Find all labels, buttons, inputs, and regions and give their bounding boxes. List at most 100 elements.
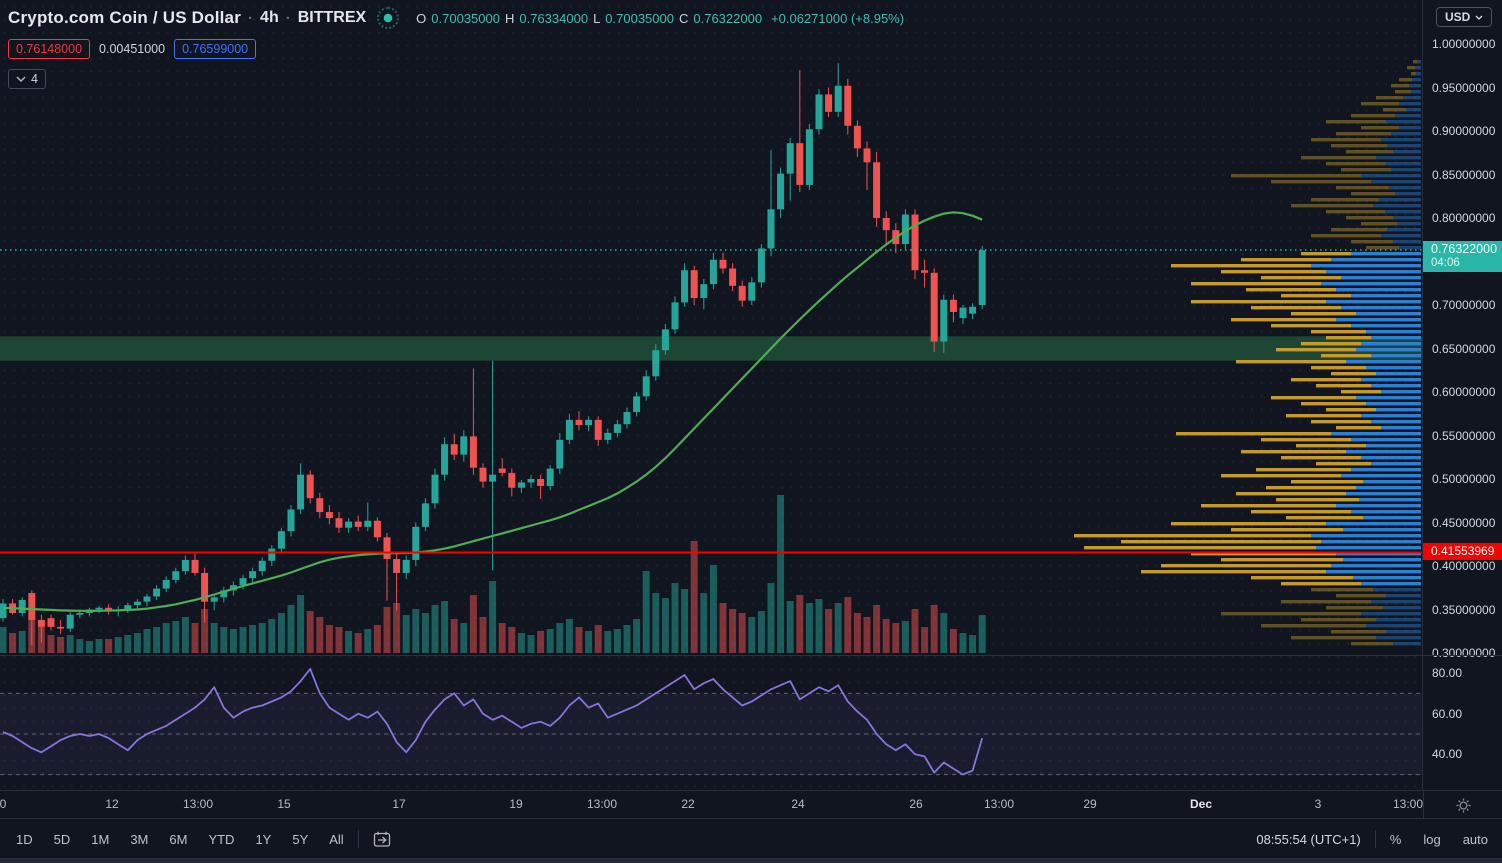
volume-profile-bar	[1381, 426, 1421, 430]
market-status-icon[interactable]	[377, 7, 400, 29]
symbol-title[interactable]: Crypto.com Coin / US Dollar	[8, 8, 242, 27]
gear-icon	[1456, 798, 1471, 812]
volume-profile-bar	[1383, 108, 1406, 112]
candle-body	[0, 603, 7, 619]
range-button-1m[interactable]: 1M	[91, 831, 110, 847]
alert-line-price-label[interactable]: 0.41553969	[1423, 543, 1502, 561]
last-price-label[interactable]: 0.76322000 04:06	[1423, 240, 1502, 272]
time-axis-label: 3	[1314, 797, 1322, 811]
candle-body	[498, 468, 506, 473]
volume-profile-bar	[1371, 462, 1421, 466]
volume-profile-bar	[1161, 564, 1331, 568]
volume-profile-bar	[1281, 456, 1361, 460]
candle-body	[537, 479, 545, 486]
volume-profile-bar	[1251, 306, 1341, 310]
volume-bar	[969, 635, 977, 653]
price-axis-label: 0.40000000	[1432, 559, 1496, 573]
volume-bar	[335, 627, 343, 653]
volume-bar	[114, 637, 122, 653]
volume-bar	[297, 595, 305, 653]
range-button-5y[interactable]: 5Y	[292, 831, 309, 847]
volume-bar	[959, 633, 967, 653]
range-button-1d[interactable]: 1D	[16, 831, 33, 847]
candle-body	[633, 396, 641, 413]
volume-profile-bar	[1231, 318, 1336, 322]
volume-bar	[95, 639, 103, 653]
price-axis-label: 0.55000000	[1432, 428, 1496, 443]
volume-profile-bar	[1231, 174, 1361, 178]
range-button-6m[interactable]: 6M	[169, 831, 188, 847]
volume-profile-bar	[1386, 594, 1421, 598]
currency-toggle-button[interactable]: USD	[1436, 7, 1493, 27]
volume-profile-bar	[1353, 576, 1421, 580]
volume-profile-bar	[1371, 600, 1421, 604]
volume-profile-bar	[1409, 84, 1421, 88]
volume-profile-bar	[1386, 630, 1421, 634]
object-tree-toggle[interactable]: 4	[8, 69, 46, 89]
chart-pane[interactable]: Crypto.com Coin / US Dollar · 4h · BITTR…	[0, 0, 1422, 790]
volume-profile-bar	[1406, 108, 1421, 112]
price-axis[interactable]: USD 1.00000000 0.95000000 0.90000000 0.8500…	[1422, 0, 1502, 790]
auto-scale-button[interactable]: auto	[1462, 831, 1488, 847]
candle-body	[767, 209, 775, 249]
volume-profile-bar	[1351, 510, 1421, 514]
chevron-down-icon	[1475, 15, 1483, 20]
range-button-5d[interactable]: 5D	[53, 831, 71, 847]
range-button-ytd[interactable]: YTD	[208, 831, 235, 847]
time-axis-label: 22	[681, 797, 695, 811]
volume-profile-bar	[1301, 156, 1376, 160]
volume-profile-bar	[1286, 516, 1363, 520]
volume-bar	[268, 619, 276, 653]
exchange-label[interactable]: BITTREX	[297, 9, 367, 26]
candle-body	[412, 526, 420, 560]
axis-settings-corner[interactable]	[1423, 791, 1502, 819]
volume-profile-bar	[1383, 606, 1421, 610]
volume-profile-bar	[1246, 288, 1336, 292]
volume-bar	[220, 627, 228, 653]
volume-profile-bar	[1376, 96, 1403, 100]
clock-timezone[interactable]: 08:55:54 (UTC+1)	[1256, 831, 1361, 847]
volume-profile-bar	[1336, 288, 1421, 292]
range-button-1y[interactable]: 1Y	[255, 831, 272, 847]
interval-label[interactable]: 4h	[260, 9, 279, 26]
separator-dot: ·	[285, 9, 291, 27]
chart-canvas[interactable]	[0, 0, 1422, 790]
candle-body	[76, 612, 84, 615]
log-scale-button[interactable]: log	[1423, 831, 1441, 847]
time-axis[interactable]: 0 12 13:00 15 17 19 13:00 22 24 26 13:00 29 Dec 3 13:0…	[0, 790, 1502, 819]
volume-profile-bar	[1391, 168, 1421, 172]
percent-scale-button[interactable]: %	[1389, 831, 1402, 847]
volume-bar	[239, 627, 247, 653]
candle-body	[181, 559, 189, 572]
alert-price-box-blue[interactable]: 0.76599000	[174, 39, 257, 59]
volume-profile-bar	[1366, 246, 1399, 250]
candle-body	[95, 607, 103, 610]
volume-bar	[354, 633, 362, 653]
volume-bar	[873, 605, 881, 653]
alert-price-box-red[interactable]: 0.76148000	[8, 39, 91, 59]
volume-profile-bar	[1399, 102, 1421, 106]
candle-body	[191, 559, 199, 573]
volume-bar	[316, 617, 324, 653]
volume-profile-bar	[1311, 198, 1379, 202]
volume-profile-bar	[1341, 276, 1421, 280]
go-to-date-button[interactable]	[373, 831, 392, 848]
volume-profile-bar	[1241, 258, 1331, 262]
pane-splitter[interactable]	[0, 655, 1502, 656]
high-value: 0.76334000	[519, 10, 589, 26]
volume-profile-bar	[1326, 300, 1421, 304]
volume-profile-bar	[1326, 570, 1421, 574]
volume-bar	[9, 633, 17, 653]
range-button-all[interactable]: All	[329, 831, 344, 847]
volume-profile-bar	[1381, 138, 1421, 142]
volume-profile-bar	[1326, 270, 1421, 274]
candle-body	[777, 173, 785, 210]
price-axis-label: 0.30000000	[1432, 646, 1496, 660]
candle-body	[623, 412, 631, 425]
range-button-3m[interactable]: 3M	[130, 831, 149, 847]
candle-body	[921, 270, 929, 273]
candle-body	[37, 619, 45, 627]
candle-body	[652, 350, 660, 377]
volume-bar	[930, 605, 938, 653]
